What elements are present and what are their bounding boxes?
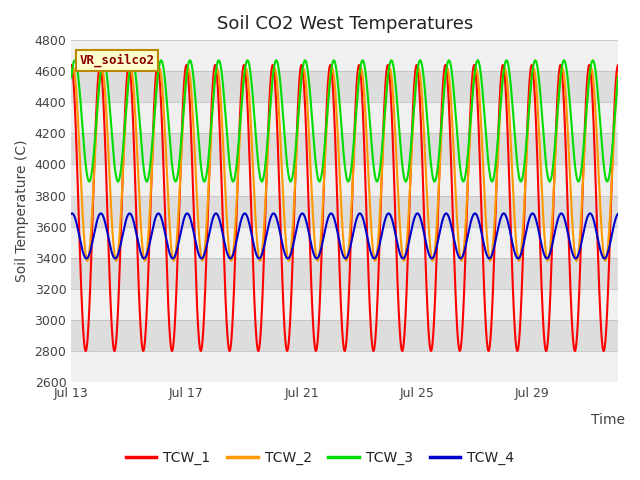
TCW_4	[614, 211, 622, 216]
TCW_2	[515, 258, 523, 264]
Bar	[71, 165, 618, 195]
TCW_4	[298, 211, 306, 216]
TCW_1	[385, 65, 392, 71]
TCW_3	[614, 74, 622, 80]
Legend: TCW_1, TCW_2, TCW_3, TCW_4: TCW_1, TCW_2, TCW_3, TCW_4	[120, 445, 520, 471]
TCW_3	[262, 153, 270, 158]
Bar	[71, 40, 618, 71]
TCW_4	[317, 247, 324, 253]
TCW_4	[262, 233, 270, 239]
Line: TCW_3: TCW_3	[71, 60, 618, 181]
TCW_3	[67, 74, 75, 80]
TCW_1	[614, 62, 622, 68]
TCW_3	[520, 170, 527, 176]
TCW_3	[359, 58, 367, 63]
Bar	[71, 289, 618, 320]
Bar	[71, 227, 618, 258]
Title: Soil CO2 West Temperatures: Soil CO2 West Temperatures	[216, 15, 473, 33]
TCW_4	[313, 256, 321, 262]
TCW_1	[539, 315, 547, 321]
TCW_2	[540, 211, 547, 216]
Bar	[71, 351, 618, 382]
Line: TCW_1: TCW_1	[71, 65, 618, 351]
Line: TCW_4: TCW_4	[71, 214, 618, 259]
TCW_3	[560, 58, 568, 63]
TCW_3	[317, 177, 324, 183]
TCW_4	[520, 242, 527, 248]
TCW_4	[560, 214, 568, 219]
TCW_2	[385, 67, 392, 73]
Line: TCW_2: TCW_2	[71, 68, 618, 261]
TCW_1	[520, 246, 527, 252]
Y-axis label: Soil Temperature (C): Soil Temperature (C)	[15, 140, 29, 282]
Text: Time: Time	[591, 413, 625, 427]
TCW_2	[67, 72, 75, 77]
TCW_4	[540, 248, 547, 254]
TCW_1	[67, 62, 75, 68]
TCW_3	[385, 66, 393, 72]
TCW_4	[67, 211, 75, 216]
TCW_2	[614, 72, 622, 77]
TCW_1	[317, 280, 324, 286]
TCW_3	[373, 179, 381, 184]
TCW_2	[520, 218, 527, 224]
TCW_2	[317, 240, 324, 246]
TCW_4	[385, 211, 393, 216]
Bar	[71, 102, 618, 133]
TCW_2	[560, 70, 568, 76]
TCW_2	[262, 181, 270, 187]
TCW_3	[540, 126, 547, 132]
Text: VR_soilco2: VR_soilco2	[79, 54, 154, 67]
TCW_1	[559, 92, 567, 97]
TCW_1	[82, 348, 90, 354]
TCW_1	[262, 177, 270, 182]
TCW_2	[501, 65, 509, 71]
